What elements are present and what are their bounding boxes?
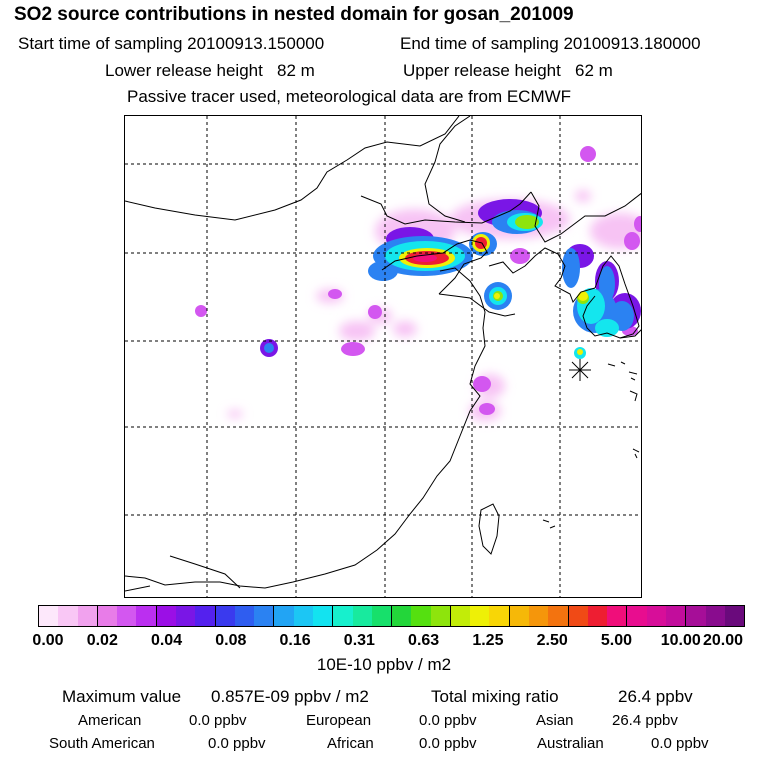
american-value: 0.0 ppbv [189, 712, 247, 729]
colorbar-tick-label: 0.63 [408, 632, 440, 649]
lower-release-value: 82 m [277, 61, 315, 80]
colorbar-tick-label: 10.00 [660, 632, 701, 649]
colorbar-segment [705, 606, 725, 626]
colorbar-tick-label: 0.16 [279, 632, 311, 649]
colorbar-tick-label: 0.31 [343, 632, 375, 649]
colorbar-segment [646, 606, 666, 626]
colorbar-segment [312, 606, 334, 626]
lower-release-height: Lower release height 82 m [105, 61, 315, 81]
colorbar-segment [686, 606, 706, 626]
european-value: 0.0 ppbv [419, 712, 477, 729]
colorbar-segment [411, 606, 431, 626]
colorbar-segment [39, 606, 59, 626]
upper-release-label: Upper release height [403, 61, 561, 80]
colorbar-segment [627, 606, 647, 626]
south-american-value: 0.0 ppbv [208, 735, 266, 752]
colorbar-tick-label: 0.00 [32, 632, 64, 649]
start-time: Start time of sampling 20100913.150000 [18, 34, 325, 53]
colorbar-segment [529, 606, 549, 626]
plot-title: SO2 source contributions in nested domai… [14, 4, 574, 25]
colorbar-segment [215, 606, 235, 626]
colorbar-segment [234, 606, 255, 626]
colorbar-segment [175, 606, 196, 626]
colorbar-segment [58, 606, 78, 626]
colorbar-segment [333, 606, 353, 626]
asian-value: 26.4 ppbv [612, 712, 678, 729]
colorbar-segment [254, 606, 275, 626]
receptor-star-icon [569, 359, 591, 381]
african-label: African [327, 735, 374, 752]
colorbar-units: 10E-10 ppbv / m2 [316, 655, 452, 674]
colorbar-tick-label: 1.25 [472, 632, 504, 649]
colorbar-segment [392, 606, 412, 626]
australian-label: Australian [537, 735, 604, 752]
colorbar-segment [509, 606, 530, 626]
colorbar-segment [489, 606, 510, 626]
colorbar-segment [724, 606, 745, 626]
colorbar-segment [548, 606, 569, 626]
max-value-label: Maximum value [62, 687, 182, 706]
colorbar-segment [450, 606, 471, 626]
colorbar-segment [666, 606, 687, 626]
map-panel [124, 115, 642, 598]
south-american-label: South American [49, 735, 155, 752]
colorbar-segment [371, 606, 393, 626]
end-time: End time of sampling 20100913.180000 [400, 34, 701, 53]
colorbar-segment [156, 606, 176, 626]
colorbar-segment [117, 606, 137, 626]
concentration-plume [195, 146, 641, 421]
european-label: European [306, 712, 372, 729]
coastlines [125, 116, 641, 592]
colorbar-segment [430, 606, 451, 626]
lower-release-label: Lower release height [105, 61, 263, 80]
colorbar-tick-label: 0.02 [86, 632, 118, 649]
lat-lon-grid [125, 116, 641, 597]
colorbar-segment [77, 606, 98, 626]
colorbar-tick-label: 5.00 [600, 632, 633, 649]
colorbar-segment [97, 606, 118, 626]
colorbar-segment [274, 606, 294, 626]
max-value: 0.857E-09 ppbv / m2 [211, 687, 369, 706]
colorbar [38, 605, 745, 627]
australian-value: 0.0 ppbv [651, 735, 709, 752]
colorbar-tick-label: 20.00 [702, 632, 744, 649]
colorbar-segment [470, 606, 490, 626]
colorbar-segment [136, 606, 157, 626]
african-value: 0.0 ppbv [419, 735, 477, 752]
colorbar-tick-label: 0.08 [215, 632, 247, 649]
colorbar-tick-label: 0.04 [150, 632, 183, 649]
total-mixing-label: Total mixing ratio [431, 687, 559, 706]
colorbar-segment [352, 606, 372, 626]
colorbar-segment [568, 606, 588, 626]
american-label: American [78, 712, 142, 729]
tracer-note: Passive tracer used, meteorological data… [127, 87, 572, 106]
colorbar-segment [195, 606, 216, 626]
colorbar-tick-label: 2.50 [536, 632, 568, 649]
colorbar-segment [607, 606, 628, 626]
upper-release-height: Upper release height 62 m [403, 61, 613, 81]
asian-label: Asian [536, 712, 574, 729]
colorbar-segment [587, 606, 608, 626]
upper-release-value: 62 m [575, 61, 613, 80]
colorbar-segment [293, 606, 313, 626]
total-mixing-value: 26.4 ppbv [618, 687, 693, 706]
map-svg [125, 116, 641, 597]
